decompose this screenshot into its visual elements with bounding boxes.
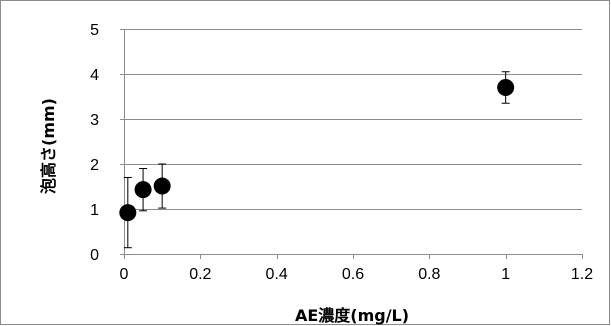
axes bbox=[120, 29, 583, 259]
x-tick-label-2: 0.4 bbox=[266, 266, 288, 283]
x-tick-labels: 0 0.2 0.4 0.6 0.8 1 1.2 bbox=[120, 266, 594, 283]
x-tick-label-4: 0.8 bbox=[418, 266, 440, 283]
x-tick-label-1: 0.2 bbox=[189, 266, 211, 283]
error-bars bbox=[123, 71, 510, 249]
gridlines bbox=[124, 29, 582, 210]
y-axis-title: 泡高さ(mm) bbox=[39, 98, 58, 194]
y-tick-label-3: 3 bbox=[90, 112, 99, 129]
data-point-0 bbox=[119, 204, 137, 222]
data-point-2 bbox=[153, 177, 171, 195]
y-tick-label-2: 2 bbox=[90, 157, 99, 174]
x-tick-label-6: 1.2 bbox=[571, 266, 593, 283]
data-points bbox=[119, 79, 515, 222]
data-point-1 bbox=[134, 181, 152, 199]
x-tick-label-3: 0.6 bbox=[342, 266, 364, 283]
x-tick-label-5: 1 bbox=[501, 266, 510, 283]
y-tick-labels: 0 1 2 3 4 5 bbox=[90, 22, 99, 264]
data-point-3 bbox=[497, 79, 515, 96]
y-tick-label-1: 1 bbox=[90, 202, 99, 219]
x-axis-title: AE濃度(mg/L) bbox=[295, 306, 409, 325]
y-tick-label-0: 0 bbox=[90, 247, 99, 264]
y-tick-label-4: 4 bbox=[90, 67, 99, 84]
y-tick-label-5: 5 bbox=[90, 22, 99, 39]
x-tick-label-0: 0 bbox=[120, 266, 129, 283]
